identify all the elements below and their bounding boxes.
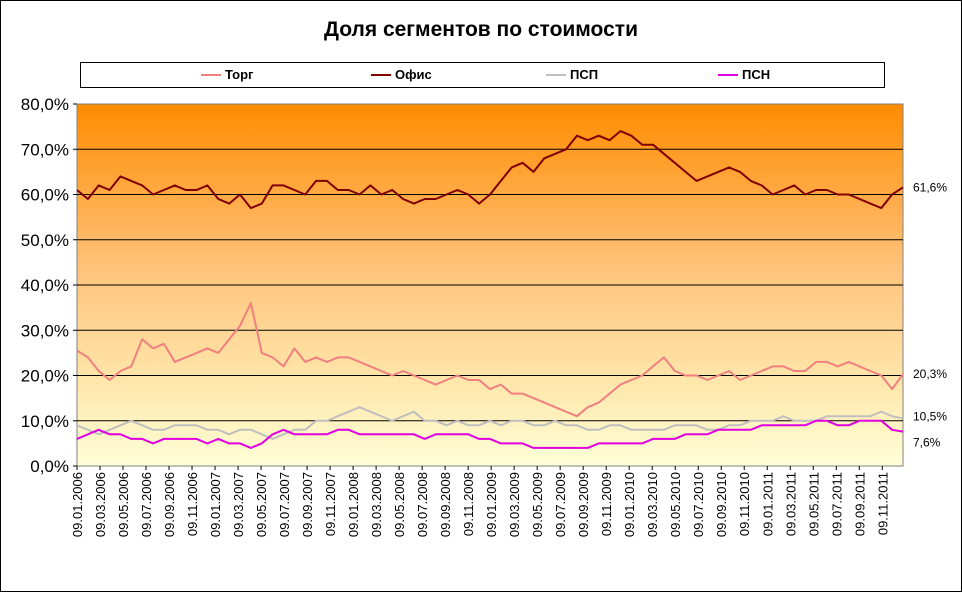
x-tick-label: 09.03.2009: [507, 472, 522, 537]
x-tick-label: 09.09.2007: [300, 472, 315, 537]
legend-label-ofis: Офис: [395, 67, 432, 82]
x-tick-label: 09.11.2010: [737, 472, 752, 536]
legend-item-ofis: Офис: [371, 67, 432, 82]
x-tick-label: 09.07.2010: [691, 472, 706, 537]
legend-label-psn: ПСН: [742, 67, 771, 82]
legend-swatch-psp: [546, 73, 566, 76]
y-tick-label: 30,0%: [21, 321, 69, 340]
legend-item-psp: ПСП: [546, 67, 598, 82]
legend-swatch-torg: [201, 73, 221, 76]
x-tick-label: 09.09.2010: [714, 472, 729, 537]
series-line-1: [76, 302, 904, 418]
x-tick-label: 09.01.2007: [208, 472, 223, 537]
y-tick-label: 50,0%: [21, 231, 69, 250]
legend-item-torg: Торг: [201, 67, 253, 82]
x-tick-label: 09.09.2009: [576, 472, 591, 537]
x-tick-label: 09.07.2008: [415, 472, 430, 537]
y-tick-label: 20,0%: [21, 367, 69, 386]
end-value-label: 10,5%: [913, 409, 947, 423]
series-line-3: [76, 406, 904, 440]
y-tick-label: 0,0%: [30, 457, 69, 476]
x-tick-label: 09.11.2007: [323, 472, 338, 536]
x-tick-label: 09.07.2007: [277, 472, 292, 537]
x-tick-label: 09.09.2006: [162, 472, 177, 537]
x-tick-label: 09.05.2006: [116, 472, 131, 537]
x-tick-label: 09.09.2008: [438, 472, 453, 537]
end-value-label: 61,6%: [913, 180, 947, 194]
x-tick-label: 09.03.2006: [93, 472, 108, 537]
x-tick-label: 09.01.2009: [484, 472, 499, 537]
x-tick-label: 09.11.2006: [185, 472, 200, 536]
x-tick-label: 09.11.2008: [461, 472, 476, 536]
x-tick-label: 09.11.2009: [599, 472, 614, 536]
x-tick-label: 09.01.2006: [70, 472, 85, 537]
end-value-label: 20,3%: [913, 367, 947, 381]
y-tick-label: 60,0%: [21, 186, 69, 205]
x-tick-label: 09.05.2008: [392, 472, 407, 537]
x-tick-label: 09.03.2007: [231, 472, 246, 537]
legend: Торг Офис ПСП ПСН: [80, 62, 885, 88]
legend-label-torg: Торг: [225, 67, 254, 82]
series-line-4: [76, 419, 904, 449]
x-tick-label: 09.09.2011: [852, 472, 867, 536]
x-tick-label: 09.01.2011: [760, 472, 775, 536]
x-tick-label: 09.03.2010: [645, 472, 660, 537]
x-tick-label: 09.05.2009: [530, 472, 545, 537]
legend-swatch-psn: [718, 73, 738, 76]
y-tick-label: 10,0%: [21, 412, 69, 431]
x-tick-label: 09.07.2006: [139, 472, 154, 537]
legend-label-psp: ПСП: [570, 67, 599, 82]
x-tick-label: 09.11.2011: [875, 472, 890, 535]
x-tick-label: 09.03.2011: [783, 472, 798, 536]
legend-swatch-ofis: [371, 73, 391, 76]
y-tick-label: 70,0%: [21, 140, 69, 159]
y-tick-label: 40,0%: [21, 276, 69, 295]
x-tick-label: 09.05.2010: [668, 472, 683, 537]
end-value-label: 7,6%: [913, 436, 941, 450]
x-tick-label: 09.05.2011: [806, 472, 821, 536]
series-line-2: [76, 130, 904, 210]
x-tick-label: 09.07.2011: [829, 472, 844, 536]
x-tick-label: 09.03.2008: [369, 472, 384, 537]
legend-item-psn: ПСН: [718, 67, 770, 82]
y-tick-label: 80,0%: [21, 95, 69, 114]
chart-title: Доля сегментов по стоимости: [324, 18, 638, 41]
x-tick-label: 09.05.2007: [254, 472, 269, 537]
x-tick-label: 09.01.2010: [622, 472, 637, 537]
x-tick-label: 09.07.2009: [553, 472, 568, 537]
x-tick-label: 09.01.2008: [346, 472, 361, 537]
